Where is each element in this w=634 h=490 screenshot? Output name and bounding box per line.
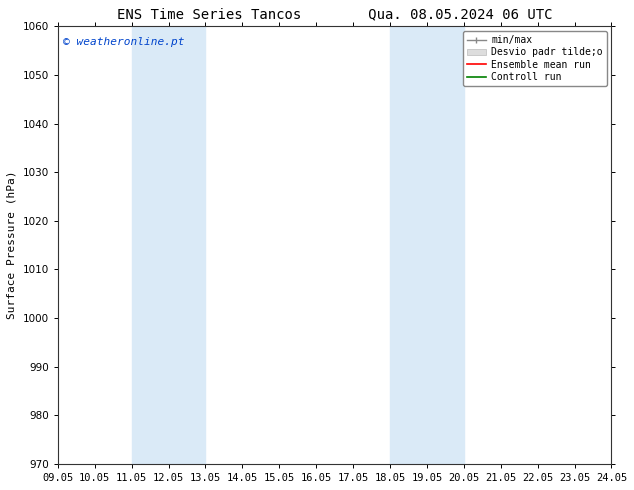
- Bar: [390, 26, 464, 464]
- Title: ENS Time Series Tancos        Qua. 08.05.2024 06 UTC: ENS Time Series Tancos Qua. 08.05.2024 0…: [117, 7, 552, 21]
- Legend: min/max, Desvio padr tilde;o, Ensemble mean run, Controll run: min/max, Desvio padr tilde;o, Ensemble m…: [463, 31, 607, 86]
- Text: © weatheronline.pt: © weatheronline.pt: [63, 37, 185, 47]
- Bar: [132, 26, 205, 464]
- Y-axis label: Surface Pressure (hPa): Surface Pressure (hPa): [7, 171, 17, 319]
